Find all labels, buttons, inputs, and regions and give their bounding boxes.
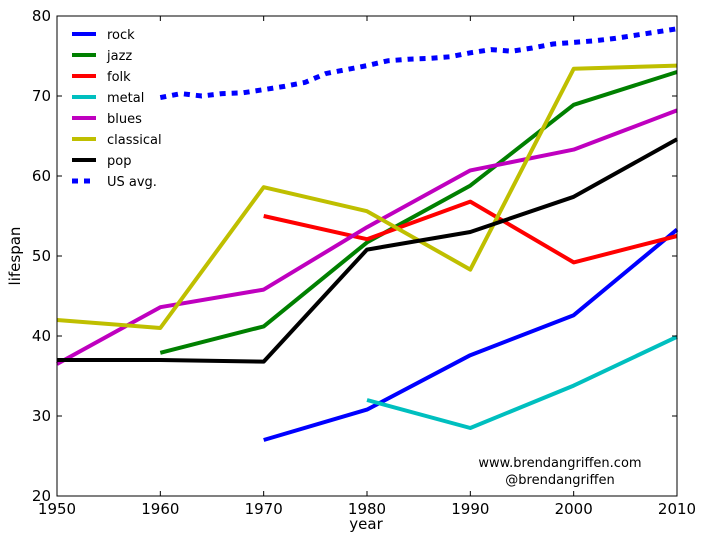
legend-label-classical: classical [107,133,162,148]
x-axis-label: year [349,515,383,533]
y-tick-label: 30 [32,407,51,425]
legend-label-us-avg: US avg. [107,175,157,190]
annotation-handle: @brendangriffen [505,473,614,488]
ticks-layer [56,15,678,497]
legend-label-folk: folk [107,70,131,85]
y-tick-label: 50 [32,247,51,265]
series-line-folk [263,199,678,265]
x-tick-labels: 1950 1960 1970 1980 1990 2000 2010 [38,500,696,518]
x-tick-label: 2000 [555,500,593,518]
series-line-blues [56,108,678,366]
y-tick-label: 20 [32,487,51,505]
series-line-classical [56,63,678,330]
series-layer [56,26,679,442]
y-tick-labels: 20 30 40 50 60 70 80 [32,7,51,505]
y-tick-label: 70 [32,87,51,105]
x-tick-label: 1980 [348,500,386,518]
x-tick-label: 1990 [451,500,489,518]
legend-label-blues: blues [107,112,142,127]
series-line-jazz [159,70,678,355]
y-tick-label: 80 [32,7,51,25]
legend-label-jazz: jazz [106,49,132,64]
legend-label-metal: metal [107,91,144,106]
legend-label-pop: pop [107,154,131,169]
x-tick-label: 2010 [658,500,696,518]
x-tick-label: 1950 [38,500,76,518]
plot-area [57,16,677,496]
legend-label-rock: rock [107,28,135,43]
y-axis-label: lifespan [6,227,24,286]
series-line-pop [57,137,678,364]
series-line-metal [366,334,678,430]
x-tick-label: 1970 [245,500,283,518]
series-line-rock [263,228,679,442]
y-tick-label: 60 [32,167,51,185]
legend: rock jazz folk metal blues classical pop US avg… [72,28,162,190]
series-line-us-avg [159,26,678,101]
y-tick-label: 40 [32,327,51,345]
x-tick-label: 1960 [141,500,179,518]
annotation-website: www.brendangriffen.com [478,456,641,471]
